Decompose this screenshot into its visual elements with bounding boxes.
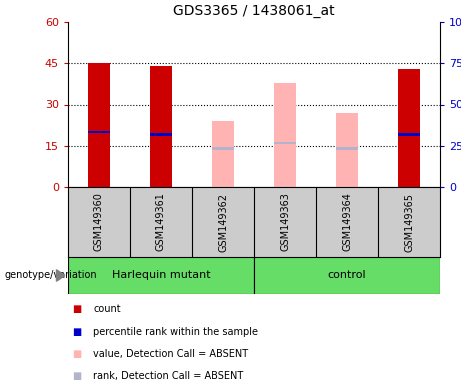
Text: GSM149365: GSM149365 <box>404 192 414 252</box>
Bar <box>398 69 420 187</box>
Text: control: control <box>328 270 366 280</box>
Text: GSM149361: GSM149361 <box>156 192 166 252</box>
Bar <box>88 63 110 187</box>
Bar <box>212 147 234 150</box>
Text: Harlequin mutant: Harlequin mutant <box>112 270 210 280</box>
Text: percentile rank within the sample: percentile rank within the sample <box>94 327 258 337</box>
Text: rank, Detection Call = ABSENT: rank, Detection Call = ABSENT <box>94 371 243 381</box>
Bar <box>254 257 440 294</box>
Text: ■: ■ <box>73 371 82 381</box>
Text: GSM149363: GSM149363 <box>280 192 290 252</box>
Bar <box>336 113 358 187</box>
Bar <box>68 257 254 294</box>
Bar <box>88 131 110 133</box>
Bar <box>274 83 296 187</box>
Bar <box>398 133 420 136</box>
Text: value, Detection Call = ABSENT: value, Detection Call = ABSENT <box>94 349 248 359</box>
Text: GSM149364: GSM149364 <box>342 192 352 252</box>
Bar <box>274 142 296 144</box>
Bar <box>212 121 234 187</box>
Text: ■: ■ <box>73 327 82 337</box>
Text: GSM149362: GSM149362 <box>218 192 228 252</box>
Bar <box>150 133 172 136</box>
Text: GSM149360: GSM149360 <box>94 192 104 252</box>
Bar <box>150 66 172 187</box>
Text: count: count <box>94 305 121 314</box>
Text: ■: ■ <box>73 305 82 314</box>
Bar <box>336 147 358 150</box>
Title: GDS3365 / 1438061_at: GDS3365 / 1438061_at <box>173 4 335 18</box>
Text: genotype/variation: genotype/variation <box>5 270 97 280</box>
Text: ■: ■ <box>73 349 82 359</box>
